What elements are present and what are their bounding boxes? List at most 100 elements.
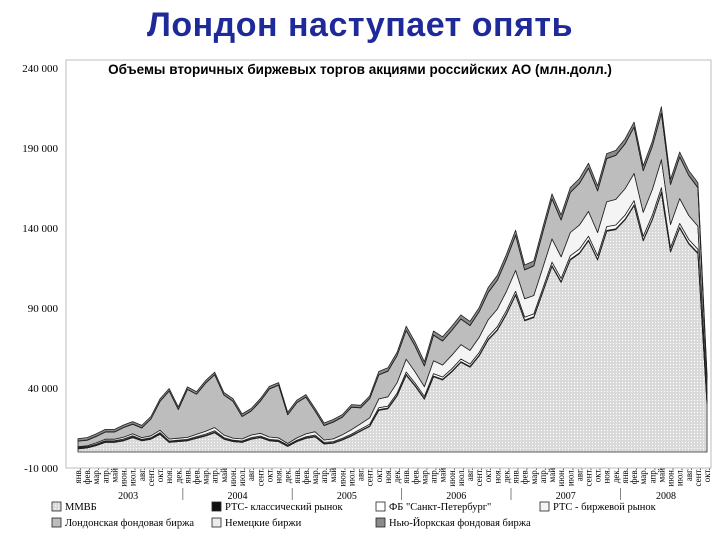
legend: ММВБ РТС- классический рынок ФБ "Санкт-Пет… <box>51 501 657 529</box>
year-label: 2007 <box>556 491 576 502</box>
year-label: 2004 <box>228 491 248 502</box>
x-tick-label: окт. <box>593 468 603 482</box>
x-tick-label: дек. <box>173 468 183 483</box>
x-tick-label: окт. <box>374 468 384 482</box>
x-tick-label: ноя. <box>274 468 284 484</box>
legend-swatch <box>375 501 386 512</box>
x-tick-label: фев. <box>520 468 530 484</box>
x-tick-label: сент. <box>146 468 156 486</box>
x-tick-label: фев. <box>410 468 420 484</box>
x-tick-label: ноя. <box>602 468 612 484</box>
x-tick-label: мар. <box>201 468 211 484</box>
x-axis: янв. фев. мар. апр. май июн. июл. авг. сент. окт.… <box>73 468 712 487</box>
x-tick-label: дек. <box>392 468 402 483</box>
x-tick-label: апр. <box>538 468 548 483</box>
x-tick-label: сент. <box>584 468 594 486</box>
x-tick-label: ноя. <box>492 468 502 484</box>
x-tick-label: авг. <box>137 468 147 481</box>
x-tick-label: мар. <box>419 468 429 484</box>
x-tick-label: май <box>219 468 229 483</box>
x-tick-label: май <box>547 468 557 483</box>
year-axis: 2003 2004 2005 2006 2007 2008 <box>118 488 676 502</box>
legend-label: ФБ "Санкт-Петербург" <box>389 502 491 513</box>
x-tick-label: июн. <box>666 468 676 487</box>
x-tick-label: янв. <box>182 468 192 483</box>
x-tick-label: май <box>656 468 666 483</box>
x-tick-label: май <box>438 468 448 483</box>
series-areas <box>77 106 708 453</box>
x-tick-label: июн. <box>119 468 129 487</box>
x-tick-label: янв. <box>620 468 630 483</box>
x-tick-label: окт. <box>702 468 712 482</box>
x-tick-label: июн. <box>337 468 347 487</box>
x-tick-label: июл. <box>675 468 685 486</box>
series-area-nyse <box>77 106 708 442</box>
legend-swatch <box>539 501 550 512</box>
x-tick-label: окт. <box>483 468 493 482</box>
x-tick-label: сент. <box>693 468 703 486</box>
x-tick-label: авг. <box>246 468 256 481</box>
year-label: 2008 <box>656 491 676 502</box>
x-tick-label: ноя. <box>164 468 174 484</box>
x-tick-label: дек. <box>611 468 621 483</box>
x-tick-label: июл. <box>347 468 357 486</box>
x-tick-label: сент. <box>255 468 265 486</box>
x-tick-label: июн. <box>228 468 238 487</box>
x-tick-label: июн. <box>447 468 457 487</box>
x-tick-label: сент. <box>474 468 484 486</box>
x-tick-label: сент. <box>365 468 375 486</box>
legend-swatch <box>375 517 386 528</box>
legend-label: РТС - биржевой рынок <box>553 502 657 513</box>
x-tick-label: мар. <box>638 468 648 484</box>
x-tick-label: дек. <box>501 468 511 483</box>
y-tick-label: 140 000 <box>22 223 58 235</box>
x-tick-label: ноя. <box>383 468 393 484</box>
year-label: 2003 <box>118 491 138 502</box>
x-tick-label: июл. <box>565 468 575 486</box>
x-tick-label: окт. <box>155 468 165 482</box>
x-tick-label: июн. <box>556 468 566 487</box>
year-label: 2005 <box>337 491 357 502</box>
x-tick-label: май <box>328 468 338 483</box>
x-tick-label: апр. <box>647 468 657 483</box>
legend-swatch <box>211 501 222 512</box>
x-tick-label: апр. <box>100 468 110 483</box>
legend-label: Нью-Йоркская фондовая биржа <box>389 517 531 529</box>
legend-label: Немецкие биржи <box>225 518 302 529</box>
y-tick-label: 90 000 <box>28 303 59 315</box>
x-tick-label: мар. <box>91 468 101 484</box>
x-tick-label: дек. <box>283 468 293 483</box>
x-tick-label: апр. <box>319 468 329 483</box>
x-tick-label: фев. <box>301 468 311 484</box>
x-tick-label: янв. <box>511 468 521 483</box>
legend-label: РТС- классический рынок <box>225 502 343 513</box>
x-tick-label: июл. <box>128 468 138 486</box>
y-tick-label: 240 000 <box>22 63 58 75</box>
x-tick-label: янв. <box>73 468 83 483</box>
slide-title: Лондон наступает опять <box>147 6 573 44</box>
x-tick-label: авг. <box>684 468 694 481</box>
x-tick-label: июл. <box>456 468 466 486</box>
year-label: 2006 <box>446 491 466 502</box>
x-tick-label: авг. <box>356 468 366 481</box>
x-tick-label: авг. <box>465 468 475 481</box>
x-tick-label: янв. <box>292 468 302 483</box>
legend-label: Лондонская фондовая биржа <box>65 518 194 529</box>
x-tick-label: авг. <box>574 468 584 481</box>
x-tick-label: мар. <box>310 468 320 484</box>
y-tick-label: 40 000 <box>28 383 59 395</box>
x-tick-label: янв. <box>401 468 411 483</box>
x-tick-label: фев. <box>82 468 92 484</box>
legend-swatch <box>51 501 62 512</box>
x-tick-label: апр. <box>429 468 439 483</box>
chart-title: Объемы вторичных биржевых торгов акциями… <box>108 62 612 77</box>
y-axis: -10 000 40 000 90 000 140 000 190 000 240 000 <box>22 63 58 475</box>
x-tick-label: мар. <box>529 468 539 484</box>
x-tick-label: окт. <box>264 468 274 482</box>
x-tick-label: фев. <box>629 468 639 484</box>
x-tick-label: июл. <box>237 468 247 486</box>
legend-swatch <box>211 517 222 528</box>
x-tick-label: май <box>110 468 120 483</box>
y-tick-label: -10 000 <box>24 463 58 475</box>
